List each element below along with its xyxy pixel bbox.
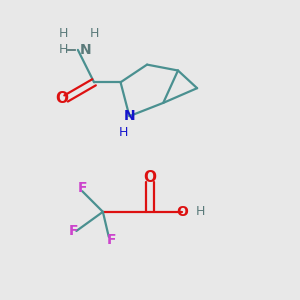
Text: O: O: [55, 91, 68, 106]
Text: F: F: [107, 233, 116, 247]
Text: H: H: [58, 27, 68, 40]
Text: N: N: [124, 109, 135, 123]
Text: O: O: [143, 170, 157, 185]
Text: O: O: [176, 205, 188, 219]
Text: H: H: [58, 44, 68, 56]
Text: H: H: [195, 205, 205, 218]
Text: F: F: [77, 181, 87, 195]
Text: H: H: [89, 27, 99, 40]
Text: F: F: [69, 224, 78, 238]
Text: H: H: [119, 126, 128, 139]
Text: N: N: [80, 43, 91, 57]
